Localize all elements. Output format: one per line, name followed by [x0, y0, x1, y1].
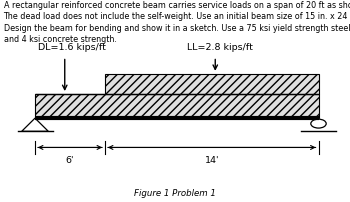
Polygon shape [105, 74, 318, 94]
Text: 6': 6' [66, 156, 74, 165]
Text: A rectangular reinforced concrete beam carries service loads on a span of 20 ft : A rectangular reinforced concrete beam c… [4, 1, 350, 44]
Text: DL=1.6 kips/ft: DL=1.6 kips/ft [38, 42, 106, 52]
Text: 14': 14' [204, 156, 219, 165]
Polygon shape [35, 94, 318, 118]
Text: LL=2.8 kips/ft: LL=2.8 kips/ft [187, 42, 253, 52]
Text: Figure 1 Problem 1: Figure 1 Problem 1 [134, 189, 216, 198]
